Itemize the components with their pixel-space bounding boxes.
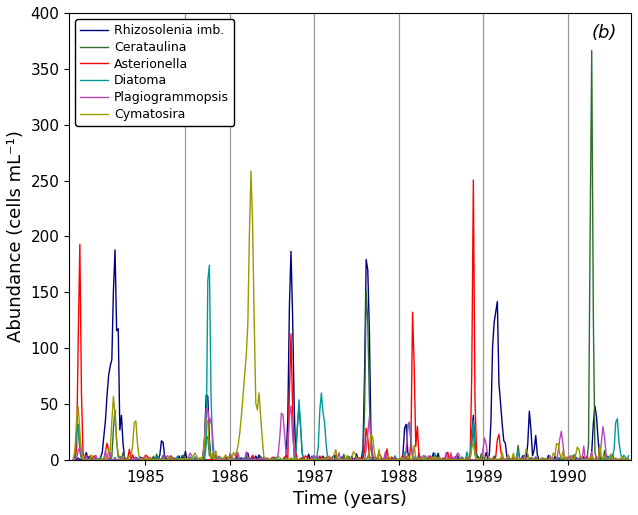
Line: Asterionella: Asterionella [73, 180, 628, 460]
Diatoma [247, 457, 255, 463]
Legend: Rhizosolenia imb., Cerataulina, Asterionella, Diatoma, Plagiogrammopsis, Cymatos: Rhizosolenia imb., Cerataulina, Asterion… [75, 19, 234, 126]
Cerataulina [412, 457, 420, 463]
Diatoma [335, 457, 343, 463]
Line: Cymatosira: Cymatosira [73, 171, 628, 460]
Asterionella [221, 454, 229, 460]
Rhizosolenia imb. [70, 457, 77, 463]
Asterionella [334, 457, 341, 463]
Cymatosira [271, 457, 279, 463]
X-axis label: Time (years): Time (years) [293, 490, 407, 508]
Cerataulina [220, 455, 228, 461]
Asterionella [154, 457, 162, 463]
Text: (b): (b) [591, 24, 617, 42]
Cymatosira [425, 457, 433, 463]
Cerataulina [625, 457, 632, 463]
Plagiogrammopsis [287, 403, 295, 409]
Rhizosolenia imb. [247, 457, 255, 463]
Line: Cerataulina: Cerataulina [73, 50, 628, 460]
Plagiogrammopsis [126, 457, 133, 463]
Asterionella [369, 457, 376, 463]
Rhizosolenia imb. [221, 456, 229, 462]
Plagiogrammopsis [271, 457, 279, 463]
Cymatosira [369, 433, 376, 439]
Cymatosira [244, 322, 251, 328]
Cerataulina [244, 455, 251, 461]
Plagiogrammopsis [625, 456, 632, 462]
Asterionella [271, 457, 279, 463]
Diatoma [70, 455, 77, 461]
Line: Plagiogrammopsis: Plagiogrammopsis [73, 406, 628, 460]
Asterionella [470, 177, 477, 183]
Rhizosolenia imb. [370, 457, 378, 463]
Plagiogrammopsis [221, 456, 229, 462]
Line: Diatoma: Diatoma [73, 265, 628, 460]
Rhizosolenia imb. [335, 457, 343, 463]
Line: Rhizosolenia imb.: Rhizosolenia imb. [73, 250, 628, 460]
Asterionella [70, 457, 77, 463]
Plagiogrammopsis [447, 450, 455, 456]
Cerataulina [332, 452, 339, 458]
Cymatosira [334, 457, 341, 463]
Cymatosira [70, 456, 77, 462]
Rhizosolenia imb. [111, 247, 119, 253]
Cymatosira [447, 457, 455, 463]
Diatoma [625, 453, 632, 459]
Rhizosolenia imb. [273, 457, 281, 463]
Diatoma [126, 457, 133, 463]
Plagiogrammopsis [335, 450, 343, 456]
Cerataulina [588, 47, 595, 54]
Cerataulina [270, 457, 278, 463]
Diatoma [223, 457, 231, 463]
Diatoma [370, 457, 378, 463]
Plagiogrammopsis [370, 456, 378, 462]
Asterionella [625, 456, 632, 462]
Asterionella [445, 457, 453, 463]
Y-axis label: Abundance (cells mL⁻¹): Abundance (cells mL⁻¹) [7, 130, 25, 342]
Diatoma [447, 457, 455, 463]
Cerataulina [445, 457, 453, 463]
Rhizosolenia imb. [447, 457, 455, 463]
Diatoma [205, 262, 213, 268]
Plagiogrammopsis [246, 457, 253, 463]
Plagiogrammopsis [70, 457, 77, 463]
Cymatosira [220, 456, 228, 462]
Rhizosolenia imb. [246, 457, 253, 463]
Cymatosira [247, 168, 255, 174]
Cymatosira [625, 457, 632, 463]
Cerataulina [367, 446, 375, 452]
Cerataulina [70, 456, 77, 462]
Rhizosolenia imb. [625, 456, 632, 462]
Asterionella [246, 456, 253, 462]
Diatoma [273, 457, 281, 463]
